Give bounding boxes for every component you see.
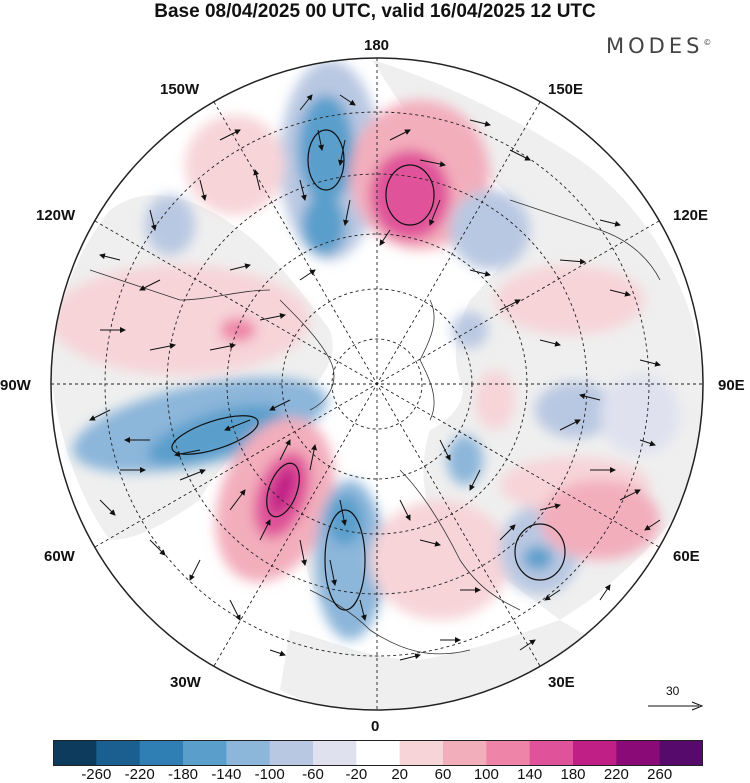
colorbar-tick-label: 60 xyxy=(434,766,452,783)
colorbar-swatch xyxy=(53,740,97,766)
lon-label-30e: 30E xyxy=(548,674,575,691)
reference-vector-label: 30 xyxy=(666,684,680,698)
lon-label-90e: 90E xyxy=(718,377,745,394)
modes-logo: MODES© xyxy=(606,34,712,58)
lon-label-60e: 60E xyxy=(673,548,700,565)
lat-lon-grid xyxy=(51,58,703,710)
map-title: Base 08/04/2025 00 UTC, valid 16/04/2025… xyxy=(154,1,596,22)
map-border xyxy=(50,57,704,711)
colorbar-tick-label: 100 xyxy=(473,766,499,783)
colorbar-swatch xyxy=(616,740,661,766)
colorbar-swatch xyxy=(399,740,444,766)
colorbar-swatch xyxy=(443,740,487,766)
lon-label-120e: 120E xyxy=(673,207,709,224)
colorbar-swatch xyxy=(486,740,531,766)
reference-vector-arrow xyxy=(648,701,704,711)
colorbar-swatch xyxy=(269,740,314,766)
coastlines xyxy=(89,199,661,655)
lon-label-180: 180 xyxy=(364,37,390,54)
colorbar-swatch xyxy=(356,740,401,766)
colorbar-swatch xyxy=(226,740,271,766)
colorbar-tick-label: -220 xyxy=(124,766,155,783)
colorbar-swatch xyxy=(183,740,227,766)
lon-label-0: 0 xyxy=(371,718,380,735)
colorbar-tick-label: 20 xyxy=(391,766,408,783)
anomaly-shading xyxy=(51,60,680,640)
colorbar-tick-label: -60 xyxy=(302,766,324,783)
colorbar-tick-label: 180 xyxy=(560,766,586,783)
colorbar-tick-label: 260 xyxy=(647,766,673,783)
colorbar-tick-label: -20 xyxy=(345,766,368,783)
colorbar-tick-label: -140 xyxy=(211,766,242,783)
colorbar-tick-label: 220 xyxy=(603,766,629,783)
colorbar xyxy=(53,740,703,766)
colorbar-tick-label: 140 xyxy=(517,766,543,783)
lon-label-150e: 150E xyxy=(548,81,584,98)
colorbar-swatch xyxy=(659,740,703,766)
colorbar-swatch xyxy=(139,740,184,766)
colorbar-swatch xyxy=(573,740,617,766)
wind-vectors xyxy=(89,94,661,661)
lon-label-30w: 30W xyxy=(170,674,201,691)
lon-label-90w: 90W xyxy=(0,377,31,394)
lon-label-120w: 120W xyxy=(36,207,76,224)
polar-map xyxy=(50,57,704,711)
lon-label-60w: 60W xyxy=(44,548,75,565)
colorbar-tick-label: -180 xyxy=(167,766,199,783)
colorbar-swatch xyxy=(313,740,357,766)
colorbar-swatch xyxy=(529,740,574,766)
colorbar-tick-label: -260 xyxy=(81,766,112,783)
lon-label-150w: 150W xyxy=(160,81,200,98)
colorbar-tick-label: -100 xyxy=(254,766,285,783)
colorbar-swatch xyxy=(96,740,141,766)
contours xyxy=(171,129,566,611)
